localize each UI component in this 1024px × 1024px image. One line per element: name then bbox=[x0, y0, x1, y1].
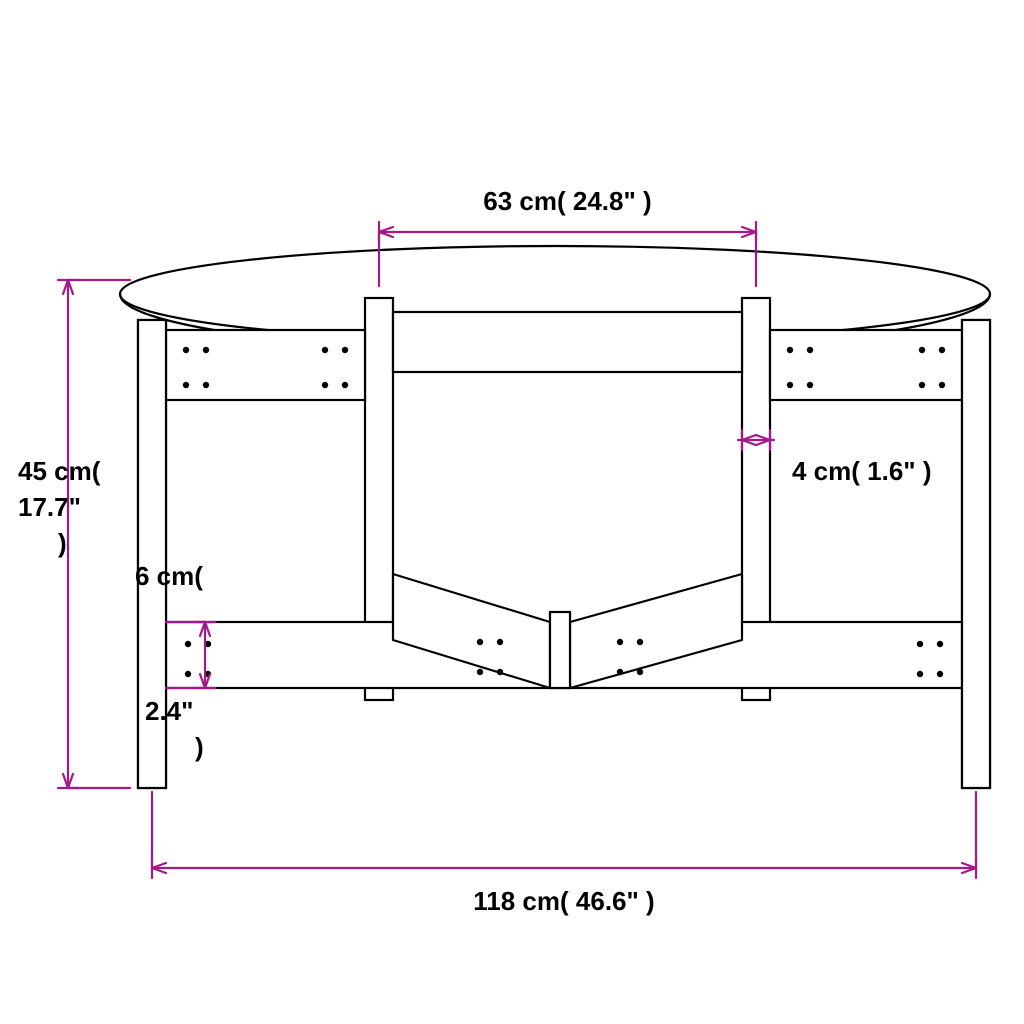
label-depth: 63 cm( 24.8" ) bbox=[483, 186, 651, 216]
label-width: 118 cm( 46.6" ) bbox=[473, 886, 654, 916]
dimension-diagram: 45 cm( 17.7") 6 cm( 2.4") 63 cm( 24.8" ) 4 cm… bbox=[0, 0, 1024, 1024]
label-leg: 4 cm( 1.6" ) bbox=[792, 456, 932, 486]
label-rail-in: 2.4" bbox=[145, 696, 193, 726]
label-rail-close: ) bbox=[195, 732, 204, 762]
table-outline bbox=[120, 246, 990, 788]
label-height-in: 17.7" bbox=[18, 492, 81, 522]
label-height-cm: 45 cm( bbox=[18, 456, 101, 486]
label-rail-cm: 6 cm( bbox=[135, 561, 203, 591]
label-height-close: ) bbox=[58, 528, 67, 558]
